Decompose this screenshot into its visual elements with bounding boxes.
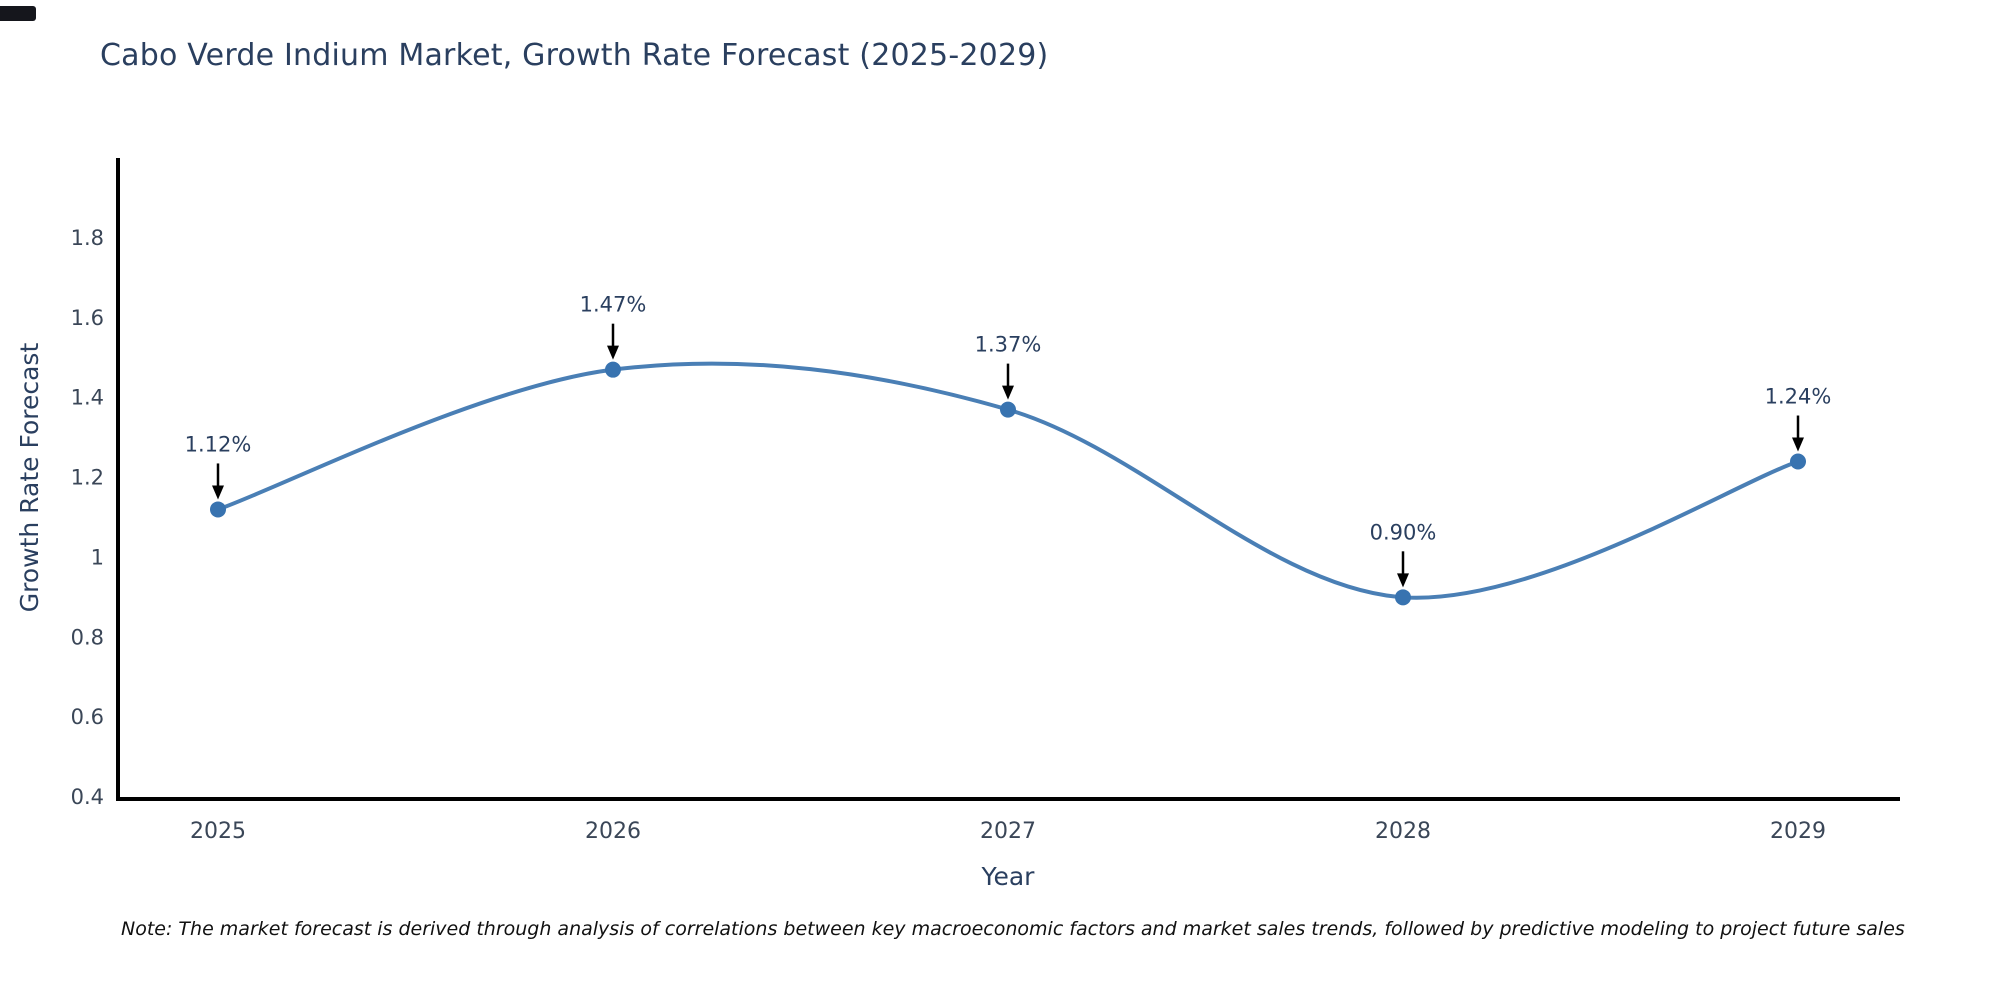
annotation-arrowhead-icon — [1397, 573, 1409, 588]
y-axis-title: Growth Rate Forecast — [15, 343, 44, 613]
data-point-marker[interactable] — [1000, 401, 1016, 418]
data-point-marker[interactable] — [1395, 589, 1411, 606]
x-tick-label: 2025 — [190, 819, 246, 844]
data-point-marker[interactable] — [210, 501, 226, 518]
x-tick-label: 2029 — [1770, 819, 1826, 844]
point-annotation-label: 1.24% — [1765, 385, 1832, 409]
chart-title: Cabo Verde Indium Market, Growth Rate Fo… — [100, 38, 1049, 73]
corner-artifact — [0, 6, 36, 21]
x-tick-label: 2026 — [585, 819, 641, 844]
annotation-arrowhead-icon — [607, 345, 619, 360]
x-axis-title: Year — [981, 862, 1036, 891]
y-tick-label: 1.8 — [71, 226, 104, 250]
y-tick-label: 0.8 — [71, 625, 104, 649]
data-point-marker[interactable] — [1790, 453, 1806, 470]
annotation-arrowhead-icon — [212, 485, 224, 500]
x-tick-label: 2028 — [1375, 819, 1431, 844]
x-tick-label: 2027 — [980, 819, 1036, 844]
point-annotation-label: 1.37% — [975, 333, 1042, 357]
point-annotation-label: 1.12% — [185, 432, 252, 456]
y-tick-label: 1.4 — [71, 386, 104, 410]
footnote: Note: The market forecast is derived thr… — [121, 918, 1905, 940]
y-tick-label: 1 — [91, 545, 104, 569]
y-tick-label: 1.6 — [71, 306, 104, 330]
annotation-arrowhead-icon — [1002, 385, 1014, 400]
annotation-arrowhead-icon — [1792, 437, 1804, 452]
y-tick-label: 1.2 — [71, 466, 104, 490]
point-annotation-label: 0.90% — [1370, 520, 1437, 544]
data-point-marker[interactable] — [605, 361, 621, 378]
y-tick-label: 0.4 — [71, 785, 104, 809]
y-tick-label: 0.6 — [71, 705, 104, 729]
point-annotation-label: 1.47% — [580, 293, 647, 317]
